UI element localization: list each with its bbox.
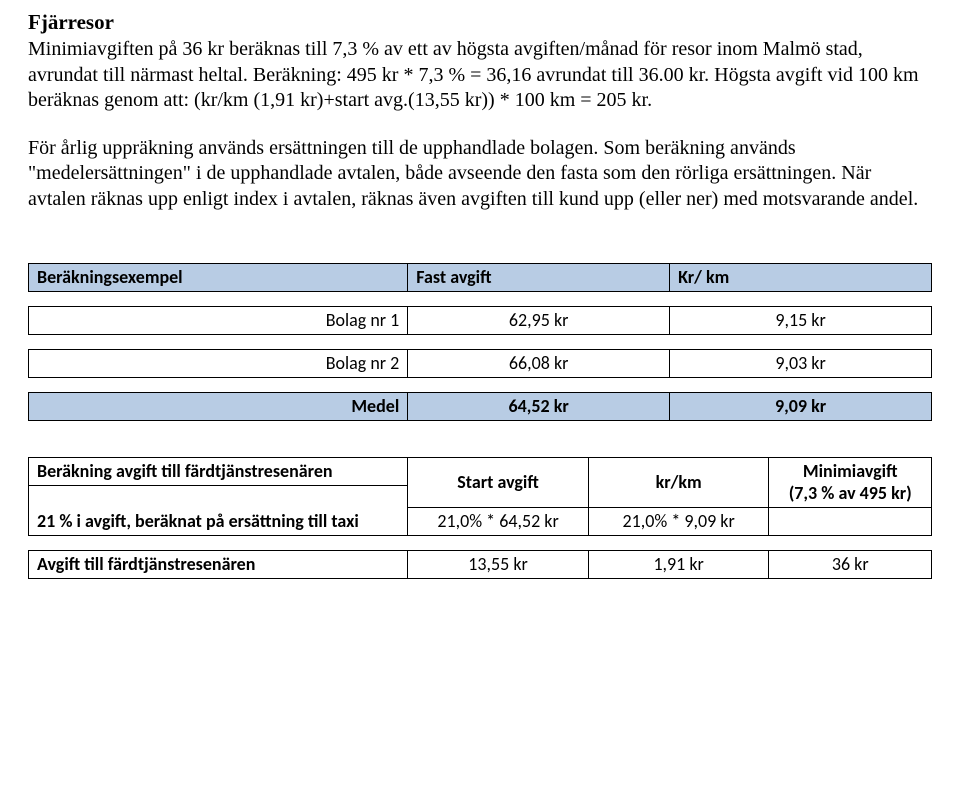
- t2-r1-min: [769, 507, 932, 535]
- t1-r2-fast: 66,08 kr: [408, 349, 670, 377]
- t2-r2-min: 36 kr: [769, 550, 932, 578]
- t1-r1-label: Bolag nr 1: [29, 306, 408, 334]
- t2-header-min-line1: Minimiavgift: [803, 460, 898, 482]
- intro-paragraph-1: Minimiavgiften på 36 kr beräknas till 7,…: [28, 37, 932, 114]
- table-row: Avgift till färdtjänstresenären 13,55 kr…: [29, 550, 932, 578]
- t1-r1-kr: 9,15 kr: [670, 306, 932, 334]
- t2-header-left: Beräkning avgift till färdtjänstresenäre…: [29, 457, 408, 485]
- t2-header-krkm: kr/km: [588, 457, 769, 507]
- intro-paragraph-2: För årlig uppräkning används ersättninge…: [28, 136, 932, 213]
- calculation-table: Beräkning avgift till färdtjänstresenäre…: [28, 457, 932, 579]
- t1-r2-label: Bolag nr 2: [29, 349, 408, 377]
- table-row: Bolag nr 2 66,08 kr 9,03 kr: [29, 349, 932, 377]
- t2-r1-kr: 21,0% * 9,09 kr: [588, 507, 769, 535]
- example-table: Beräkningsexempel Fast avgift Kr/ km Bol…: [28, 263, 932, 421]
- t2-r2-kr: 1,91 kr: [588, 550, 769, 578]
- t1-header-left: Beräkningsexempel: [29, 263, 408, 291]
- t1-medel-label: Medel: [29, 392, 408, 420]
- t2-header-start: Start avgift: [408, 457, 589, 507]
- t2-r1-label: 21 % i avgift, beräknat på ersättning ti…: [29, 485, 408, 535]
- t1-header-fast: Fast avgift: [408, 263, 670, 291]
- t2-r2-start: 13,55 kr: [408, 550, 589, 578]
- t1-header-krkm: Kr/ km: [670, 263, 932, 291]
- t1-medel-fast: 64,52 kr: [408, 392, 670, 420]
- page-title: Fjärresor: [28, 10, 932, 35]
- t2-r1-start: 21,0% * 64,52 kr: [408, 507, 589, 535]
- t2-r2-label: Avgift till färdtjänstresenären: [29, 550, 408, 578]
- t1-medel-row: Medel 64,52 kr 9,09 kr: [29, 392, 932, 420]
- t1-medel-kr: 9,09 kr: [670, 392, 932, 420]
- table-row: Bolag nr 1 62,95 kr 9,15 kr: [29, 306, 932, 334]
- t1-r1-fast: 62,95 kr: [408, 306, 670, 334]
- t2-header-min: Minimiavgift (7,3 % av 495 kr): [769, 457, 932, 507]
- t1-r2-kr: 9,03 kr: [670, 349, 932, 377]
- t2-header-min-line2: (7,3 % av 495 kr): [789, 482, 912, 504]
